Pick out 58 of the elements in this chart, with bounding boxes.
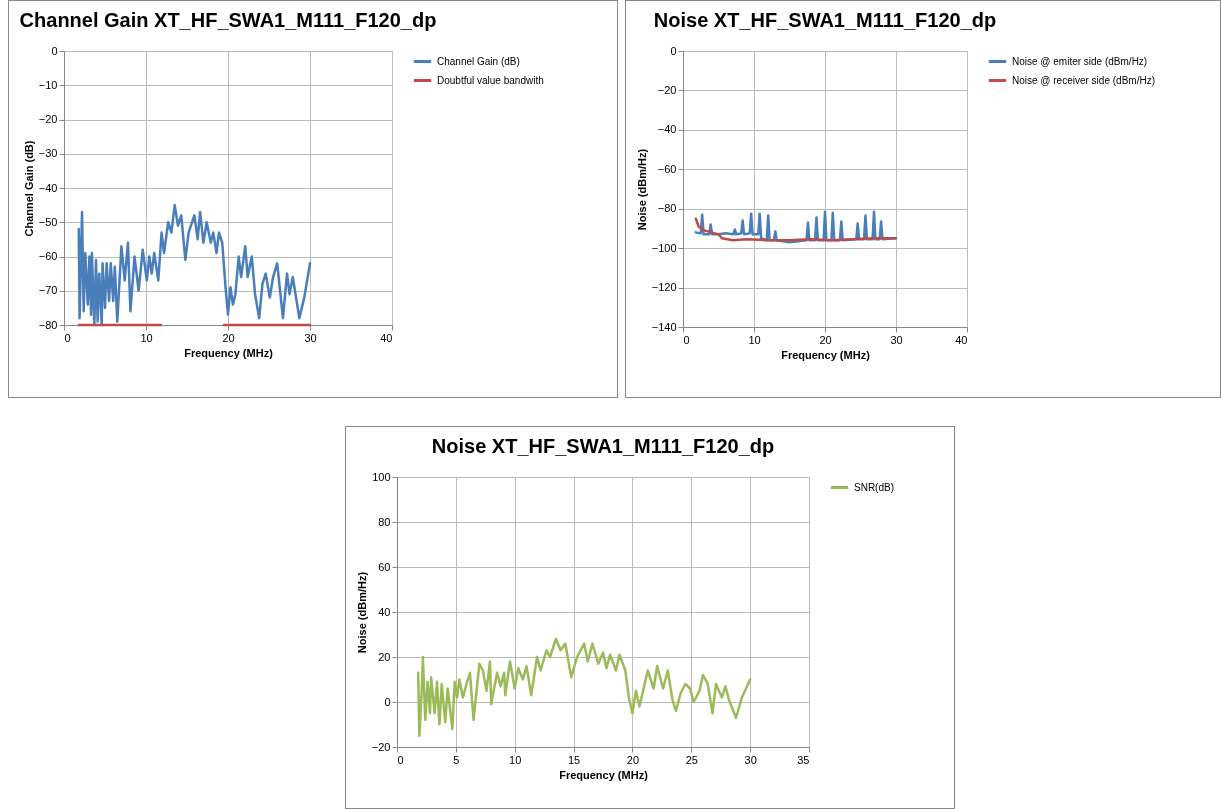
x-tick-label: 5 xyxy=(453,753,460,766)
y-tick-label: −20 xyxy=(657,83,677,96)
x-tick-label: 10 xyxy=(140,331,153,344)
y-tick-label: −10 xyxy=(38,78,58,91)
y-axis-title: Noise (dBm/Hz) xyxy=(635,148,648,231)
x-tick-label: 15 xyxy=(567,753,581,766)
x-tick-label: 25 xyxy=(685,753,698,766)
y-tick-label: −80 xyxy=(38,318,58,331)
x-tick-label: 20 xyxy=(222,331,235,344)
legend-label: Noise @ emiter side (dBm/Hz) xyxy=(1012,55,1148,67)
y-tick-label: −40 xyxy=(38,181,58,194)
x-axis-title: Frequency (MHz) xyxy=(559,768,649,781)
chart-title: Noise XT_HF_SWA1_M111_F120_dp xyxy=(653,9,997,31)
legend-label: Doubtful value bandwith xyxy=(437,74,544,86)
x-axis-title: Frequency (MHz) xyxy=(184,346,274,359)
chart-title: Noise XT_HF_SWA1_M111_F120_dp xyxy=(431,435,775,457)
y-tick-label: −20 xyxy=(38,113,58,125)
y-tick-label: −60 xyxy=(657,162,677,175)
x-tick-label: 40 xyxy=(955,333,968,346)
x-tick-label: 20 xyxy=(626,753,640,766)
x-tick-label: 20 xyxy=(819,333,832,346)
y-tick-label: −60 xyxy=(38,250,58,262)
y-tick-label: −70 xyxy=(38,284,58,297)
y-axis-title: Channel Gain (dB) xyxy=(22,140,35,237)
x-tick-label: 30 xyxy=(744,753,757,766)
x-tick-label: 35 xyxy=(797,753,810,766)
y-tick-label: 0 xyxy=(670,44,677,57)
x-tick-label: 30 xyxy=(304,331,317,344)
y-tick-label: −20 xyxy=(371,740,391,753)
y-tick-label: −40 xyxy=(657,123,677,136)
x-tick-label: 10 xyxy=(509,753,522,766)
y-tick-label: 40 xyxy=(378,605,391,618)
y-tick-label: −100 xyxy=(651,241,677,254)
x-tick-label: 0 xyxy=(683,333,690,346)
legend-label: SNR(dB) xyxy=(854,481,895,493)
y-tick-label: −50 xyxy=(38,215,58,228)
y-tick-label: −30 xyxy=(38,147,58,160)
x-tick-label: 10 xyxy=(748,333,761,346)
y-tick-label: 20 xyxy=(378,650,391,663)
y-tick-label: −140 xyxy=(651,320,677,333)
y-tick-label: 0 xyxy=(384,695,391,708)
y-tick-label: −80 xyxy=(657,202,677,215)
x-tick-label: 30 xyxy=(890,333,903,346)
x-axis-title: Frequency (MHz) xyxy=(781,348,871,361)
legend-label: Noise @ receiver side (dBm/Hz) xyxy=(1012,74,1155,86)
y-tick-label: −120 xyxy=(651,281,677,294)
legend-label: Channel Gain (dB) xyxy=(437,55,520,67)
y-tick-label: 100 xyxy=(372,470,391,483)
y-tick-label: 60 xyxy=(378,560,391,573)
line-series xyxy=(694,217,898,242)
line-series xyxy=(416,637,752,737)
line-series xyxy=(77,203,312,327)
y-tick-label: 0 xyxy=(51,44,58,57)
chart-title: Channel Gain XT_HF_SWA1_M111_F120_dp xyxy=(19,9,437,31)
y-axis-title: Noise (dBm/Hz) xyxy=(355,571,368,654)
y-tick-label: 80 xyxy=(378,515,391,528)
x-tick-label: 0 xyxy=(64,331,71,344)
x-tick-label: 0 xyxy=(397,753,404,766)
